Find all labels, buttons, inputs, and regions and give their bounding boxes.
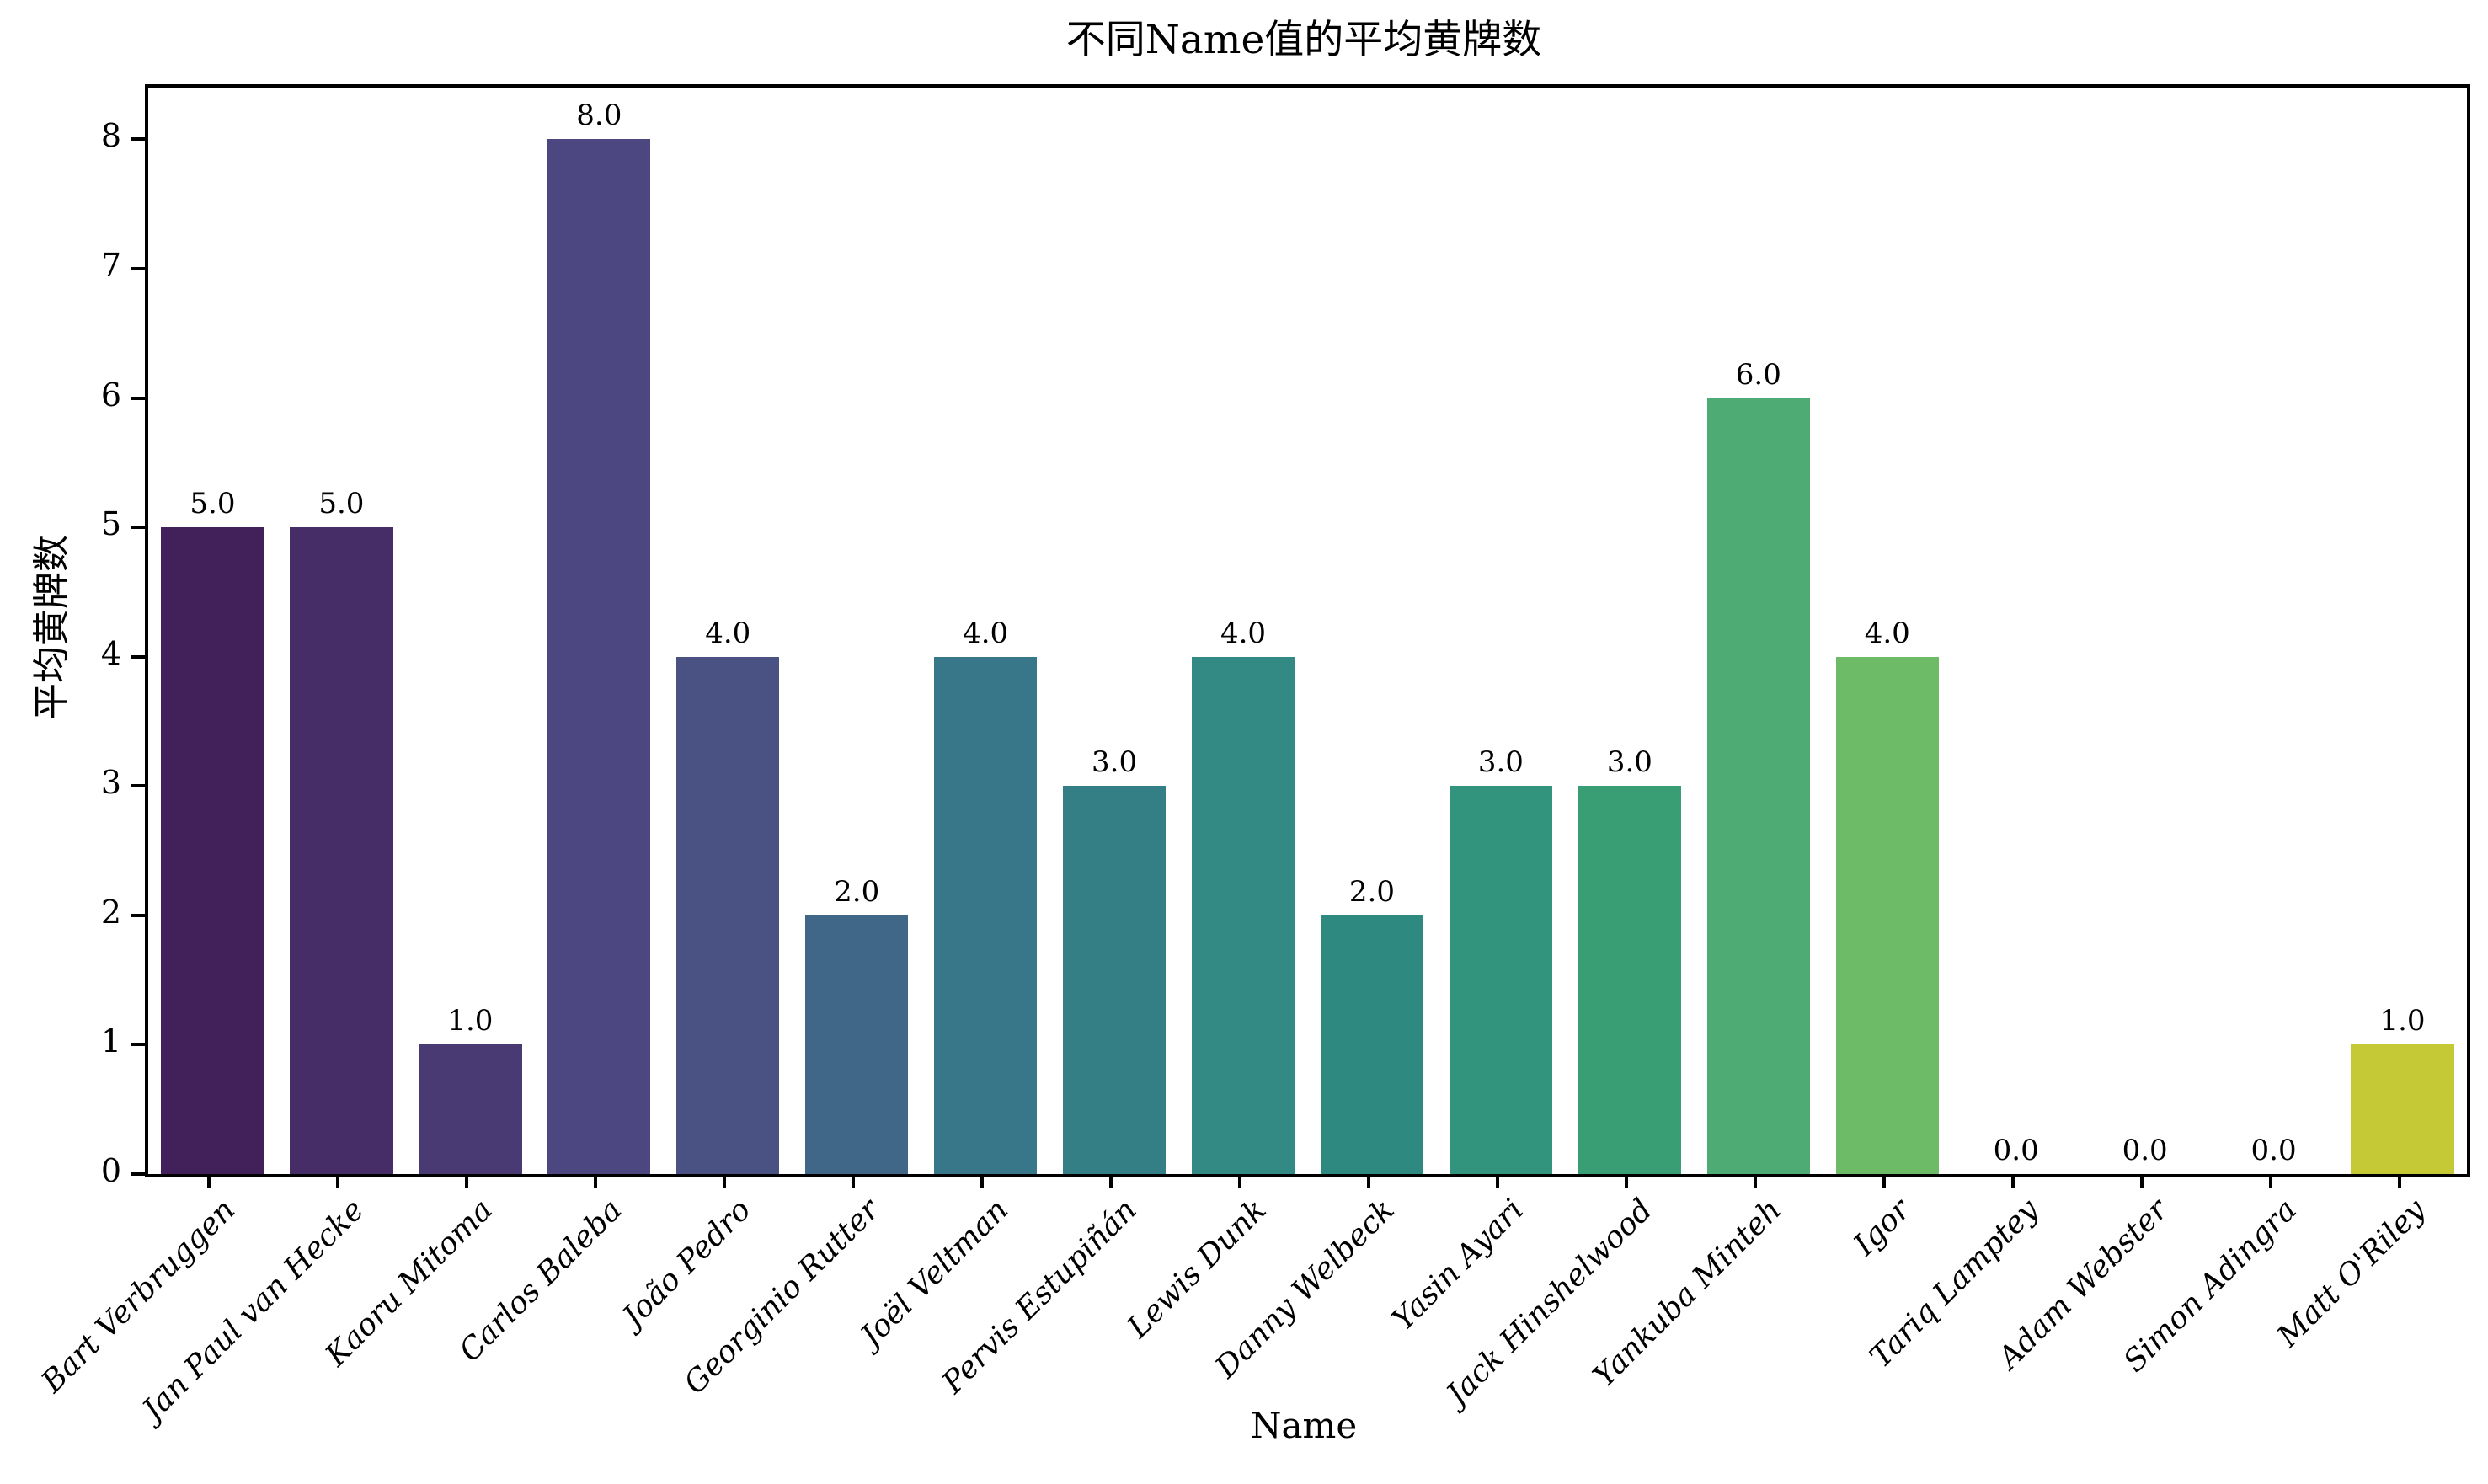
y-axis-tick-label: 7 <box>100 247 121 284</box>
x-axis-tick <box>465 1174 469 1188</box>
x-axis-tick <box>2397 1174 2401 1188</box>
y-axis-tick <box>131 137 145 141</box>
y-axis-tick <box>131 267 145 270</box>
bar-value-label: 5.0 <box>190 487 236 521</box>
x-axis-label: Name <box>1250 1405 1358 1446</box>
y-axis-tick-label: 8 <box>100 117 121 155</box>
bar-georginio-rutter <box>805 915 909 1174</box>
y-axis-tick <box>131 913 145 917</box>
bar-danny-welbeck <box>1320 915 1424 1174</box>
bar-value-label: 6.0 <box>1735 357 1781 392</box>
bar-value-label: 2.0 <box>834 874 880 909</box>
y-axis-tick <box>131 1172 145 1176</box>
bar-carlos-baleba <box>547 139 651 1174</box>
bar-igor <box>1835 656 1939 1174</box>
bar-yankuba-minteh <box>1706 398 1810 1174</box>
y-axis-tick-label: 0 <box>100 1152 121 1189</box>
y-axis-tick-label: 6 <box>100 376 121 414</box>
x-axis-tick <box>594 1174 598 1188</box>
x-axis-tick <box>1882 1174 1886 1188</box>
bar-value-label: 4.0 <box>1864 616 1910 650</box>
x-axis-tick-label: Jan Paul van Hecke <box>136 1193 371 1428</box>
x-axis-tick <box>1495 1174 1499 1188</box>
bar-jan-paul-van-hecke <box>290 527 393 1174</box>
bar-jack-hinshelwood <box>1578 786 1682 1174</box>
bar-lewis-dunk <box>1191 656 1295 1174</box>
bar-value-label: 8.0 <box>576 99 622 133</box>
x-axis-tick <box>2139 1174 2144 1188</box>
bar-value-label: 4.0 <box>705 616 751 650</box>
y-axis-tick-label: 4 <box>100 634 121 672</box>
bar-value-label: 4.0 <box>963 616 1009 650</box>
bar-kaoru-mitoma <box>419 1044 522 1174</box>
x-axis-tick <box>980 1174 985 1188</box>
chart-title: 不同Name值的平均黄牌数 <box>1065 17 1542 63</box>
y-axis-tick <box>131 1043 145 1047</box>
bar-value-label: 2.0 <box>1348 874 1396 909</box>
bar-jo-l-veltman <box>933 656 1038 1174</box>
y-axis-tick <box>131 654 145 659</box>
bar-value-label: 1.0 <box>2379 1004 2426 1038</box>
x-axis-tick <box>723 1174 727 1188</box>
bar-value-label: 0.0 <box>1993 1134 2039 1167</box>
y-axis-tick-label: 3 <box>100 764 121 802</box>
bar-value-label: 3.0 <box>1606 745 1652 780</box>
y-axis-tick <box>131 526 145 530</box>
bar-pervis-estupi-n <box>1062 786 1167 1174</box>
bar-value-label: 3.0 <box>1092 745 1138 780</box>
bar-value-label: 3.0 <box>1477 745 1524 780</box>
x-axis-tick <box>2268 1174 2272 1188</box>
y-axis-tick <box>131 396 145 400</box>
bar-value-label: 0.0 <box>2122 1134 2168 1167</box>
y-axis-label: 平均黄牌数 <box>30 535 73 720</box>
x-axis-tick-label: João Pedro <box>616 1193 758 1334</box>
bar-value-label: 0.0 <box>2250 1134 2297 1167</box>
plot-area: 5.0 5.0 1.0 8.0 4.0 2.0 4.0 3.0 4.0 2.0 3.0 3.0 6.0 4… <box>131 84 2470 1177</box>
x-axis-tick <box>1624 1174 1628 1188</box>
bar-matt-o-riley <box>2351 1044 2454 1174</box>
bar-bart-verbruggen <box>161 527 264 1174</box>
bar-value-label: 4.0 <box>1220 616 1267 650</box>
x-axis-tick <box>1238 1174 1242 1188</box>
bar-jo-o-pedro <box>676 656 780 1174</box>
x-axis-tick-label: Yasin Ayari <box>1385 1193 1530 1337</box>
y-axis-tick-label: 5 <box>100 505 121 543</box>
x-axis-tick-label: Igor <box>1846 1193 1917 1262</box>
x-axis-tick <box>1109 1174 1113 1188</box>
bar-value-label: 5.0 <box>318 487 365 521</box>
x-axis-tick <box>1366 1174 1370 1188</box>
x-axis-tick <box>207 1174 211 1188</box>
y-axis-tick <box>131 784 145 788</box>
y-axis-tick-label: 1 <box>100 1022 121 1060</box>
x-axis-tick <box>2010 1174 2015 1188</box>
bar-value-label: 1.0 <box>447 1004 494 1038</box>
x-axis-tick <box>1753 1174 1757 1188</box>
y-axis-tick-label: 2 <box>100 893 121 931</box>
bar-yasin-ayari <box>1449 786 1553 1174</box>
x-axis-tick <box>336 1174 340 1188</box>
x-axis-tick <box>852 1174 856 1188</box>
